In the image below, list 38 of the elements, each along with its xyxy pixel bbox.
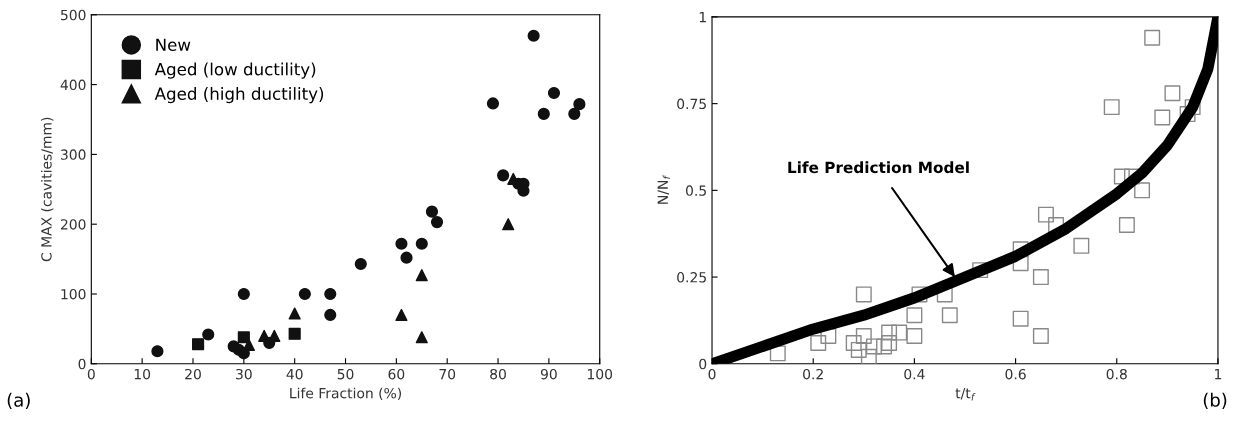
legend-label: Aged (low ductility) — [154, 62, 316, 79]
y-axis-title: C MAX (cavities/mm) — [40, 117, 54, 262]
x-tick-label: 0 — [87, 368, 95, 380]
x-tick-label: 0.4 — [904, 368, 925, 380]
legend-label: New — [156, 38, 191, 52]
x-tick-label: 10 — [134, 368, 151, 380]
y-tick-label: 0.75 — [677, 98, 706, 110]
x-tick-label: 80 — [490, 368, 506, 380]
x-tick-label: 0.6 — [1005, 368, 1026, 380]
legend-label: Aged (high ductility) — [154, 87, 324, 104]
x-tick-label: 20 — [185, 368, 201, 380]
y-tick-label: 1 — [699, 12, 706, 23]
y-tick-label: 200 — [60, 219, 86, 230]
x-axis-title: Life Fraction (%) — [290, 387, 401, 401]
x-tick-label: 1 — [1215, 369, 1222, 380]
y-tick-label: 0.25 — [677, 272, 706, 283]
x-tick-label: 100 — [587, 368, 613, 380]
x-tick-label: 0.2 — [803, 368, 823, 380]
x-tick-label: 60 — [388, 368, 405, 380]
x-tick-label: 40 — [286, 368, 303, 380]
y-tick-label: 400 — [60, 79, 86, 91]
y-tick-label: 300 — [61, 149, 86, 160]
x-tick-label: 0.8 — [1106, 368, 1127, 380]
x-axis-title: t/t$_{f}$ — [955, 388, 976, 401]
x-tick-label: 70 — [439, 368, 456, 380]
text: (a) — [7, 392, 30, 409]
x-tick-label: 0 — [708, 368, 716, 380]
text: (b) — [1203, 392, 1227, 409]
annotation: Life Prediction Model — [788, 161, 969, 174]
y-tick-label: 500 — [61, 9, 86, 21]
y-tick-label: 0 — [699, 358, 707, 370]
x-tick-label: 30 — [236, 368, 252, 380]
y-axis-title: N/N$_{f}$ — [657, 174, 671, 204]
y-tick-label: 0.5 — [685, 185, 706, 196]
x-tick-label: 90 — [540, 368, 557, 380]
x-tick-label: 50 — [337, 368, 354, 380]
y-tick-label: 100 — [61, 288, 86, 300]
y-tick-label: 0 — [78, 358, 86, 370]
